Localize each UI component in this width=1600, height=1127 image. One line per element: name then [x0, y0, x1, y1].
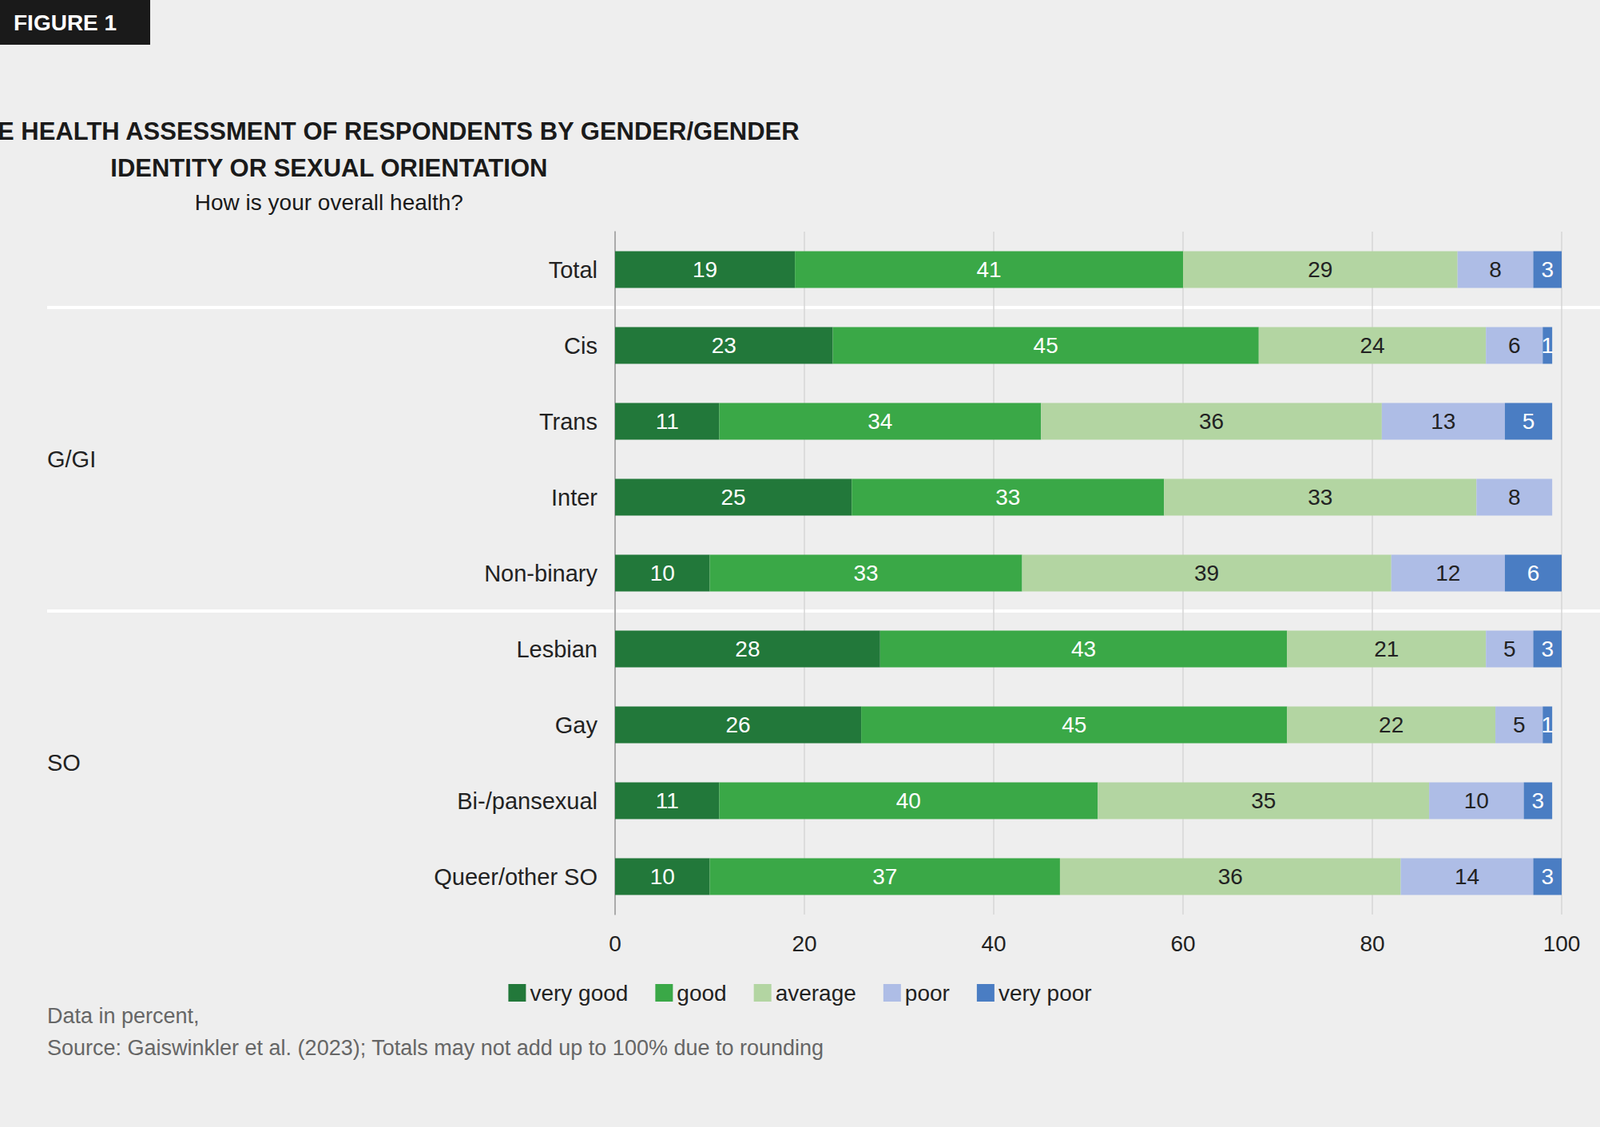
svg-text:Cis: Cis: [563, 333, 598, 359]
svg-text:10: 10: [650, 864, 675, 890]
svg-text:40: 40: [896, 788, 922, 814]
svg-text:5: 5: [1503, 636, 1517, 662]
svg-text:Trans: Trans: [539, 408, 598, 435]
svg-text:6: 6: [1508, 333, 1521, 358]
svg-text:3: 3: [1540, 257, 1554, 282]
svg-text:10: 10: [650, 560, 675, 586]
svg-text:33: 33: [1307, 484, 1333, 510]
svg-text:34: 34: [867, 408, 893, 434]
svg-text:Inter: Inter: [551, 484, 598, 511]
svg-text:40: 40: [980, 931, 1006, 957]
svg-text:0: 0: [608, 931, 622, 957]
svg-text:Lesbian: Lesbian: [516, 636, 598, 663]
svg-text:FIGURE 1: FIGURE 1: [13, 10, 117, 36]
svg-text:Bi-/pansexual: Bi-/pansexual: [456, 788, 598, 814]
svg-text:100: 100: [1543, 931, 1581, 957]
svg-text:22: 22: [1378, 712, 1404, 738]
svg-text:5: 5: [1512, 712, 1526, 738]
svg-text:21: 21: [1373, 636, 1399, 662]
svg-text:average: average: [775, 980, 857, 1006]
svg-text:33: 33: [853, 560, 878, 586]
svg-text:Queer/other SO: Queer/other SO: [433, 864, 598, 890]
svg-text:80: 80: [1359, 931, 1385, 957]
svg-text:5: 5: [1522, 408, 1536, 434]
svg-text:How is your overall health?: How is your overall health?: [194, 190, 464, 215]
svg-text:39: 39: [1194, 560, 1219, 586]
svg-text:very poor: very poor: [998, 980, 1092, 1006]
svg-text:SUBJECTIVE HEALTH ASSESSMENT O: SUBJECTIVE HEALTH ASSESSMENT OF RESPONDE…: [0, 117, 800, 146]
svg-text:14: 14: [1454, 864, 1480, 890]
svg-text:Data in percent,: Data in percent,: [47, 1004, 200, 1029]
svg-text:13: 13: [1430, 408, 1456, 434]
svg-text:8: 8: [1508, 484, 1521, 510]
svg-text:10: 10: [1464, 788, 1489, 814]
svg-text:G/GI: G/GI: [47, 446, 96, 473]
svg-text:45: 45: [1033, 333, 1059, 358]
svg-text:37: 37: [872, 864, 898, 890]
svg-text:25: 25: [721, 484, 747, 510]
svg-text:36: 36: [1218, 864, 1243, 890]
svg-text:SO: SO: [47, 750, 81, 776]
svg-text:20: 20: [791, 931, 817, 957]
svg-text:Non-binary: Non-binary: [484, 560, 598, 587]
svg-text:8: 8: [1488, 257, 1502, 282]
svg-text:poor: poor: [905, 980, 950, 1006]
svg-text:11: 11: [655, 408, 679, 434]
svg-text:41: 41: [976, 257, 1001, 282]
svg-text:6: 6: [1527, 560, 1541, 586]
svg-text:28: 28: [734, 636, 760, 662]
svg-text:3: 3: [1540, 864, 1554, 890]
svg-text:24: 24: [1359, 333, 1385, 358]
svg-text:35: 35: [1250, 788, 1276, 814]
svg-text:33: 33: [995, 484, 1021, 510]
svg-text:36: 36: [1199, 408, 1224, 434]
svg-text:29: 29: [1307, 257, 1333, 282]
svg-text:12: 12: [1435, 560, 1461, 586]
svg-text:very good: very good: [529, 980, 628, 1006]
svg-text:1: 1: [1540, 712, 1554, 738]
svg-text:good: good: [676, 980, 727, 1006]
svg-text:Total: Total: [548, 257, 598, 283]
svg-text:Source: Gaiswinkler et al. (20: Source: Gaiswinkler et al. (2023); Total…: [47, 1036, 824, 1061]
svg-text:45: 45: [1061, 712, 1087, 738]
svg-text:1: 1: [1540, 333, 1554, 358]
svg-text:Gay: Gay: [555, 712, 599, 739]
svg-text:60: 60: [1170, 931, 1196, 957]
svg-text:11: 11: [655, 788, 679, 814]
svg-text:23: 23: [711, 333, 737, 358]
svg-text:3: 3: [1532, 788, 1545, 814]
svg-text:19: 19: [692, 257, 718, 282]
svg-text:43: 43: [1071, 636, 1096, 662]
svg-text:IDENTITY OR SEXUAL ORIENTATION: IDENTITY OR SEXUAL ORIENTATION: [110, 154, 548, 183]
svg-text:26: 26: [725, 712, 751, 738]
svg-text:3: 3: [1540, 636, 1554, 662]
